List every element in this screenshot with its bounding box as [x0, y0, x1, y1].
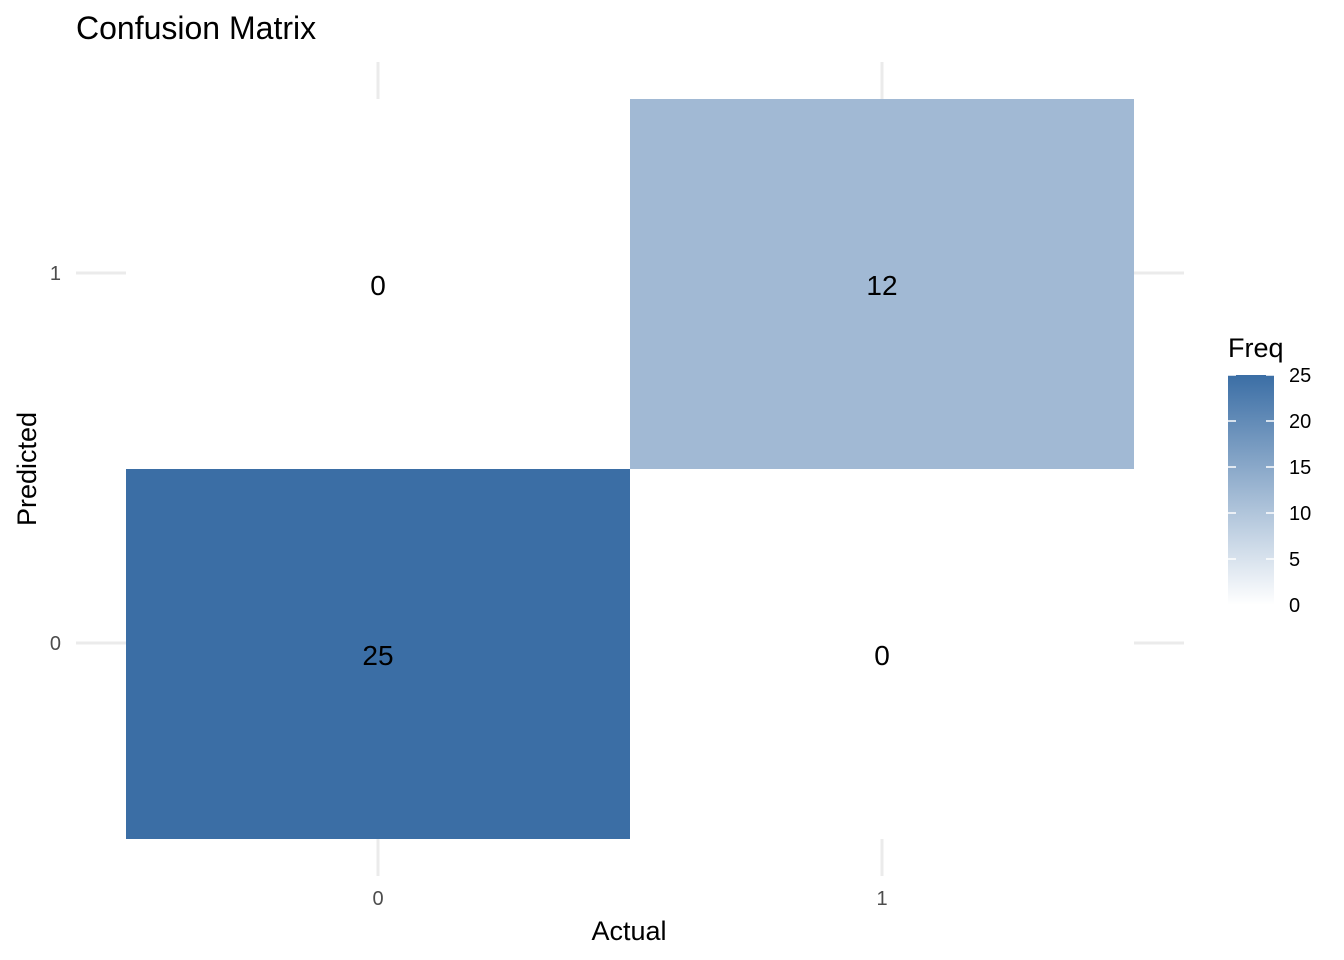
legend: Freq 0 5 10 15 20 25	[1228, 333, 1311, 617]
legend-label-10: 10	[1289, 503, 1311, 525]
y-tick-label-1: 1	[50, 263, 61, 285]
cell-labels: 25 0 0 12	[362, 270, 897, 671]
cell-label-actual-1-predicted-1: 12	[866, 270, 897, 301]
chart-title: Confusion Matrix	[76, 10, 316, 46]
x-tick-label-0: 0	[372, 888, 383, 910]
cell-actual-0-predicted-0	[126, 469, 630, 839]
legend-colorbar	[1228, 375, 1274, 605]
cell-actual-1-predicted-0	[630, 469, 1134, 839]
legend-label-25: 25	[1289, 365, 1311, 387]
cell-label-actual-1-predicted-0: 0	[874, 640, 890, 671]
cell-label-actual-0-predicted-0: 25	[362, 640, 393, 671]
y-axis-title: Predicted	[12, 412, 42, 526]
x-tick-label-1: 1	[876, 888, 887, 910]
legend-title: Freq	[1228, 333, 1284, 363]
cell-label-actual-0-predicted-1: 0	[370, 270, 386, 301]
legend-label-0: 0	[1289, 595, 1300, 617]
y-tick-label-0: 0	[50, 633, 61, 655]
y-tick-labels: 01	[50, 263, 61, 655]
legend-ticks: 0 5 10 15 20 25	[1228, 365, 1311, 617]
legend-label-15: 15	[1289, 457, 1311, 479]
heatmap-cells	[126, 99, 1134, 839]
x-axis-title: Actual	[591, 916, 666, 946]
cell-actual-0-predicted-1	[126, 99, 630, 469]
legend-label-5: 5	[1289, 549, 1300, 571]
cell-actual-1-predicted-1	[630, 99, 1134, 469]
legend-label-20: 20	[1289, 411, 1311, 433]
